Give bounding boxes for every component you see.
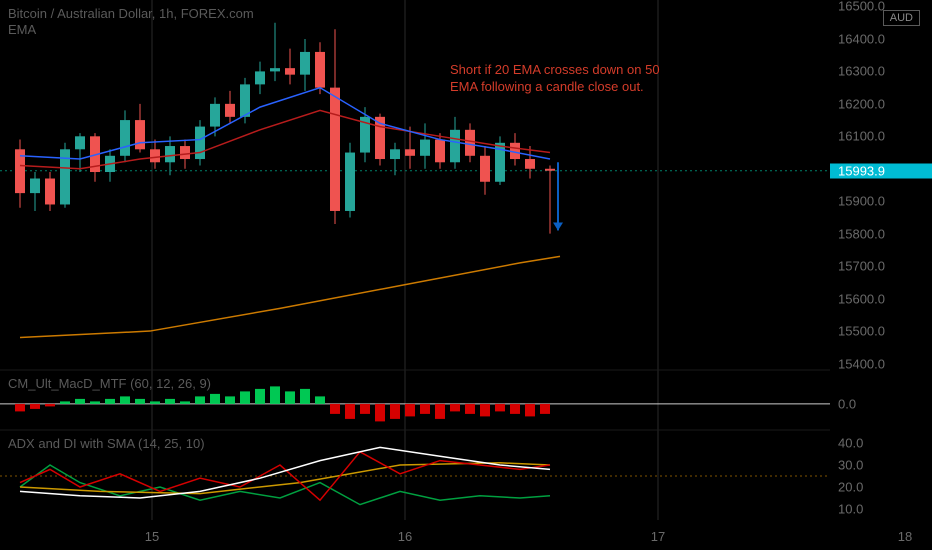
- y-tick-label: 40.0: [830, 436, 932, 451]
- y-tick-label: 15993.9: [830, 163, 932, 178]
- y-tick-label: 16100.0: [830, 129, 932, 144]
- y-axis: AUD 16500.016400.016300.016200.016100.01…: [830, 0, 932, 520]
- y-tick-label: 16400.0: [830, 31, 932, 46]
- y-tick-label: 15600.0: [830, 291, 932, 306]
- annotation-text: Short if 20 EMA crosses down on 50 EMA f…: [450, 62, 680, 96]
- y-tick-label: 10.0: [830, 502, 932, 517]
- macd-panel-title: CM_Ult_MacD_MTF (60, 12, 26, 9): [8, 376, 211, 391]
- y-tick-label: 30.0: [830, 458, 932, 473]
- x-tick-label: 18: [898, 529, 912, 544]
- y-tick-label: 15900.0: [830, 194, 932, 209]
- y-tick-label: 15500.0: [830, 324, 932, 339]
- y-tick-label: 15400.0: [830, 356, 932, 371]
- y-tick-label: 16500.0: [830, 0, 932, 14]
- chart-title: Bitcoin / Australian Dollar, 1h, FOREX.c…: [8, 6, 254, 21]
- x-axis: 15161718: [0, 520, 830, 550]
- y-tick-label: 0.0: [830, 396, 932, 411]
- y-tick-label: 20.0: [830, 480, 932, 495]
- adx-panel-title: ADX and DI with SMA (14, 25, 10): [8, 436, 205, 451]
- x-tick-label: 16: [398, 529, 412, 544]
- y-tick-label: 16300.0: [830, 64, 932, 79]
- y-tick-label: 16200.0: [830, 96, 932, 111]
- chart-subtitle: EMA: [8, 22, 36, 37]
- y-tick-label: 15700.0: [830, 259, 932, 274]
- y-tick-label: 15800.0: [830, 226, 932, 241]
- x-tick-label: 15: [145, 529, 159, 544]
- x-tick-label: 17: [651, 529, 665, 544]
